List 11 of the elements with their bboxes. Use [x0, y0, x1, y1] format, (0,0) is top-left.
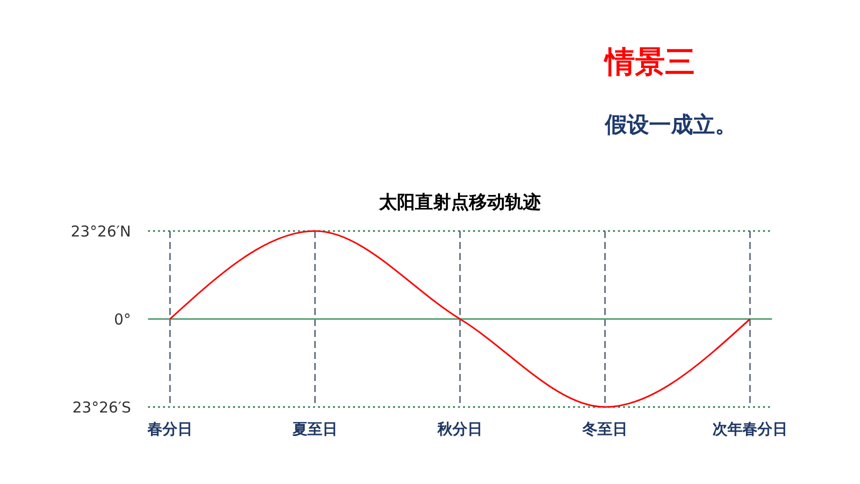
text: 假设一成立。: [604, 112, 737, 138]
chart-title: 太阳直射点移动轨迹: [378, 192, 541, 213]
text: 情景三: [603, 45, 695, 80]
x-tick-label: 次年春分日: [712, 420, 788, 438]
ref-line-label: 0°: [114, 310, 131, 328]
x-tick-label: 冬至日: [582, 420, 628, 438]
ref-line-label: 23°26′S: [72, 398, 131, 416]
x-tick-label: 春分日: [146, 420, 192, 438]
x-tick-label: 秋分日: [436, 420, 482, 438]
x-tick-label: 夏至日: [292, 420, 338, 438]
ref-line-label: 23°26′N: [70, 222, 131, 240]
